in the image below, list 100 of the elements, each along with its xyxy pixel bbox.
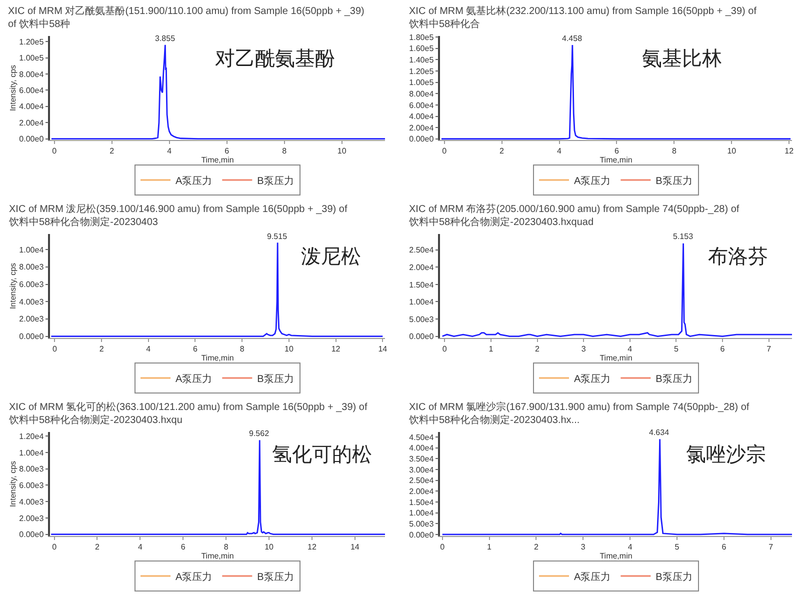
y-tick-label: 6.00e4	[19, 86, 44, 96]
y-tick-label: 0.00e0	[19, 530, 44, 540]
y-tick-label: 1.00e5	[19, 54, 44, 63]
x-tick-label: 6	[614, 146, 620, 156]
x-tick-label: 8	[672, 146, 677, 156]
y-tick-label: 4.00e3	[19, 497, 44, 506]
y-tick-label: 1.00e4	[19, 448, 44, 458]
x-tick-label: 0	[440, 542, 446, 552]
y-tick-label: 8.00e4	[19, 70, 44, 79]
chart-title: XIC of MRM 氢化可的松(363.100/121.200 amu) from Sample 16(50ppb + _39) of 饮料中58种化合物测定-20230403.hxqu	[8, 401, 368, 426]
x-tick-label: 8	[224, 542, 229, 552]
y-tick-label: 0.00e0	[409, 134, 434, 144]
x-tick-label: 6	[193, 344, 198, 354]
y-tick-label: 8.00e3	[19, 464, 44, 474]
y-tick-label: 8.00e4	[409, 89, 434, 98]
x-tick-label: 1	[487, 542, 492, 552]
y-tick-label: 0.00e0	[19, 332, 44, 342]
y-axis-title: Intensity, cps	[8, 64, 18, 112]
y-tick-label: 4.00e4	[409, 112, 434, 122]
x-tick-label: 2	[99, 344, 104, 354]
y-tick-label: 4.00e4	[19, 102, 44, 112]
y-tick-label: 1.00e5	[409, 78, 434, 88]
y-tick-label: 8.00e3	[19, 262, 44, 272]
x-axis-title: Time,min	[600, 552, 632, 561]
y-tick-label: 2.00e4	[409, 486, 434, 496]
x-tick-label: 14	[378, 344, 388, 354]
x-tick-label: 12	[784, 146, 794, 156]
y-tick-label: 3.50e4	[409, 454, 434, 464]
x-tick-label: 0	[442, 146, 448, 156]
y-tick-label: 4.00e3	[19, 297, 44, 306]
x-tick-label: 2	[535, 344, 540, 354]
annotation: 5.153	[673, 232, 694, 241]
line-series	[442, 438, 792, 536]
x-tick-label: 10	[264, 542, 274, 552]
x-tick-label: 5	[674, 542, 680, 552]
x-tick-label: 7	[766, 344, 772, 354]
x-tick-label: 2	[500, 146, 505, 156]
y-tick-label: 1.50e4	[409, 280, 434, 290]
x-tick-label: 10	[727, 146, 737, 156]
y-tick-label: 6.00e4	[409, 100, 434, 110]
legend-label: A泵压力	[176, 174, 212, 187]
annotation: 氢化可的松	[272, 444, 372, 466]
legend-label: A泵压力	[574, 174, 611, 187]
chart-title: XIC of MRM 氯唑沙宗(167.900/131.900 amu) from Sample 74(50ppb-_28) of 饮料中58种化合物测定-20230403.hx...	[408, 401, 750, 426]
x-axis-title: Time,min	[600, 354, 632, 363]
x-tick-label: 2	[95, 542, 100, 552]
y-tick-label: 1.20e5	[19, 37, 44, 46]
annotation: 4.458	[562, 34, 583, 43]
y-axis-title: Intensity, cps	[8, 262, 18, 310]
chart-title: XIC of MRM 对乙酰氨基酚(151.900/110.100 amu) from Sample 16(50ppb + _39) of 饮料中58种	[8, 5, 364, 30]
line-series	[50, 439, 385, 536]
chart-title: XIC of MRM 泼尼松(359.100/146.900 amu) from Sample 16(50ppb + _39) of 饮料中58种化合物测定-20230403	[8, 203, 348, 228]
x-tick-label: 6	[720, 344, 726, 354]
y-tick-label: 4.50e4	[409, 432, 434, 442]
legend-label: A泵压力	[176, 372, 212, 385]
y-tick-label: 1.20e4	[19, 432, 44, 441]
x-tick-label: 7	[768, 542, 774, 552]
annotation: 氨基比林	[642, 48, 722, 70]
y-tick-label: 3.00e4	[409, 465, 434, 474]
y-tick-label: 1.60e5	[409, 44, 434, 54]
legend-label: B泵压力	[656, 570, 692, 583]
annotation: 9.515	[267, 232, 288, 241]
x-tick-label: 4	[628, 542, 633, 552]
x-tick-label: 0	[52, 146, 58, 156]
x-tick-label: 14	[350, 542, 360, 552]
line-series	[440, 44, 792, 140]
y-tick-label: 1.20e5	[409, 66, 434, 76]
x-tick-label: 2	[110, 146, 115, 156]
y-tick-label: 2.00e3	[19, 514, 44, 523]
x-tick-label: 8	[282, 146, 288, 156]
y-tick-label: 6.00e3	[19, 280, 44, 290]
annotation: 氯唑沙宗	[686, 443, 766, 466]
legend-label: B泵压力	[656, 372, 692, 385]
y-tick-label: 0.00e0	[409, 530, 434, 540]
x-tick-label: 0	[52, 344, 58, 354]
y-axis-title: Intensity, cps	[8, 460, 18, 508]
y-tick-label: 5.00e3	[409, 314, 434, 324]
y-tick-label: 2.50e4	[409, 476, 434, 486]
annotation: 9.562	[249, 429, 270, 438]
y-tick-label: 2.00e4	[409, 123, 434, 132]
x-tick-label: 0	[442, 344, 448, 354]
chart-title: XIC of MRM 布洛芬(205.000/160.900 amu) from Sample 74(50ppb-_28) of 饮料中58种化合物测定-20230403.hxquad	[408, 203, 740, 228]
y-tick-label: 1.00e4	[409, 298, 434, 307]
y-tick-label: 1.00e4	[19, 245, 44, 254]
y-tick-label: 2.00e4	[409, 262, 434, 272]
x-axis-title: Time,min	[201, 354, 234, 363]
x-tick-label: 3	[581, 344, 586, 354]
legend-label: B泵压力	[257, 174, 294, 187]
x-tick-label: 3	[580, 542, 586, 552]
legend-label: A泵压力	[176, 570, 212, 583]
x-tick-label: 4	[557, 146, 562, 156]
x-tick-label: 6	[722, 542, 727, 552]
x-tick-label: 5	[674, 344, 679, 354]
x-tick-label: 10	[337, 146, 347, 156]
x-tick-label: 6	[180, 542, 186, 552]
y-tick-label: 1.50e4	[409, 498, 434, 507]
y-tick-label: 1.40e5	[409, 56, 434, 65]
annotation: 对乙酰氨基酚	[215, 48, 335, 70]
legend-label: A泵压力	[574, 570, 611, 583]
y-tick-label: 6.00e3	[19, 481, 44, 490]
